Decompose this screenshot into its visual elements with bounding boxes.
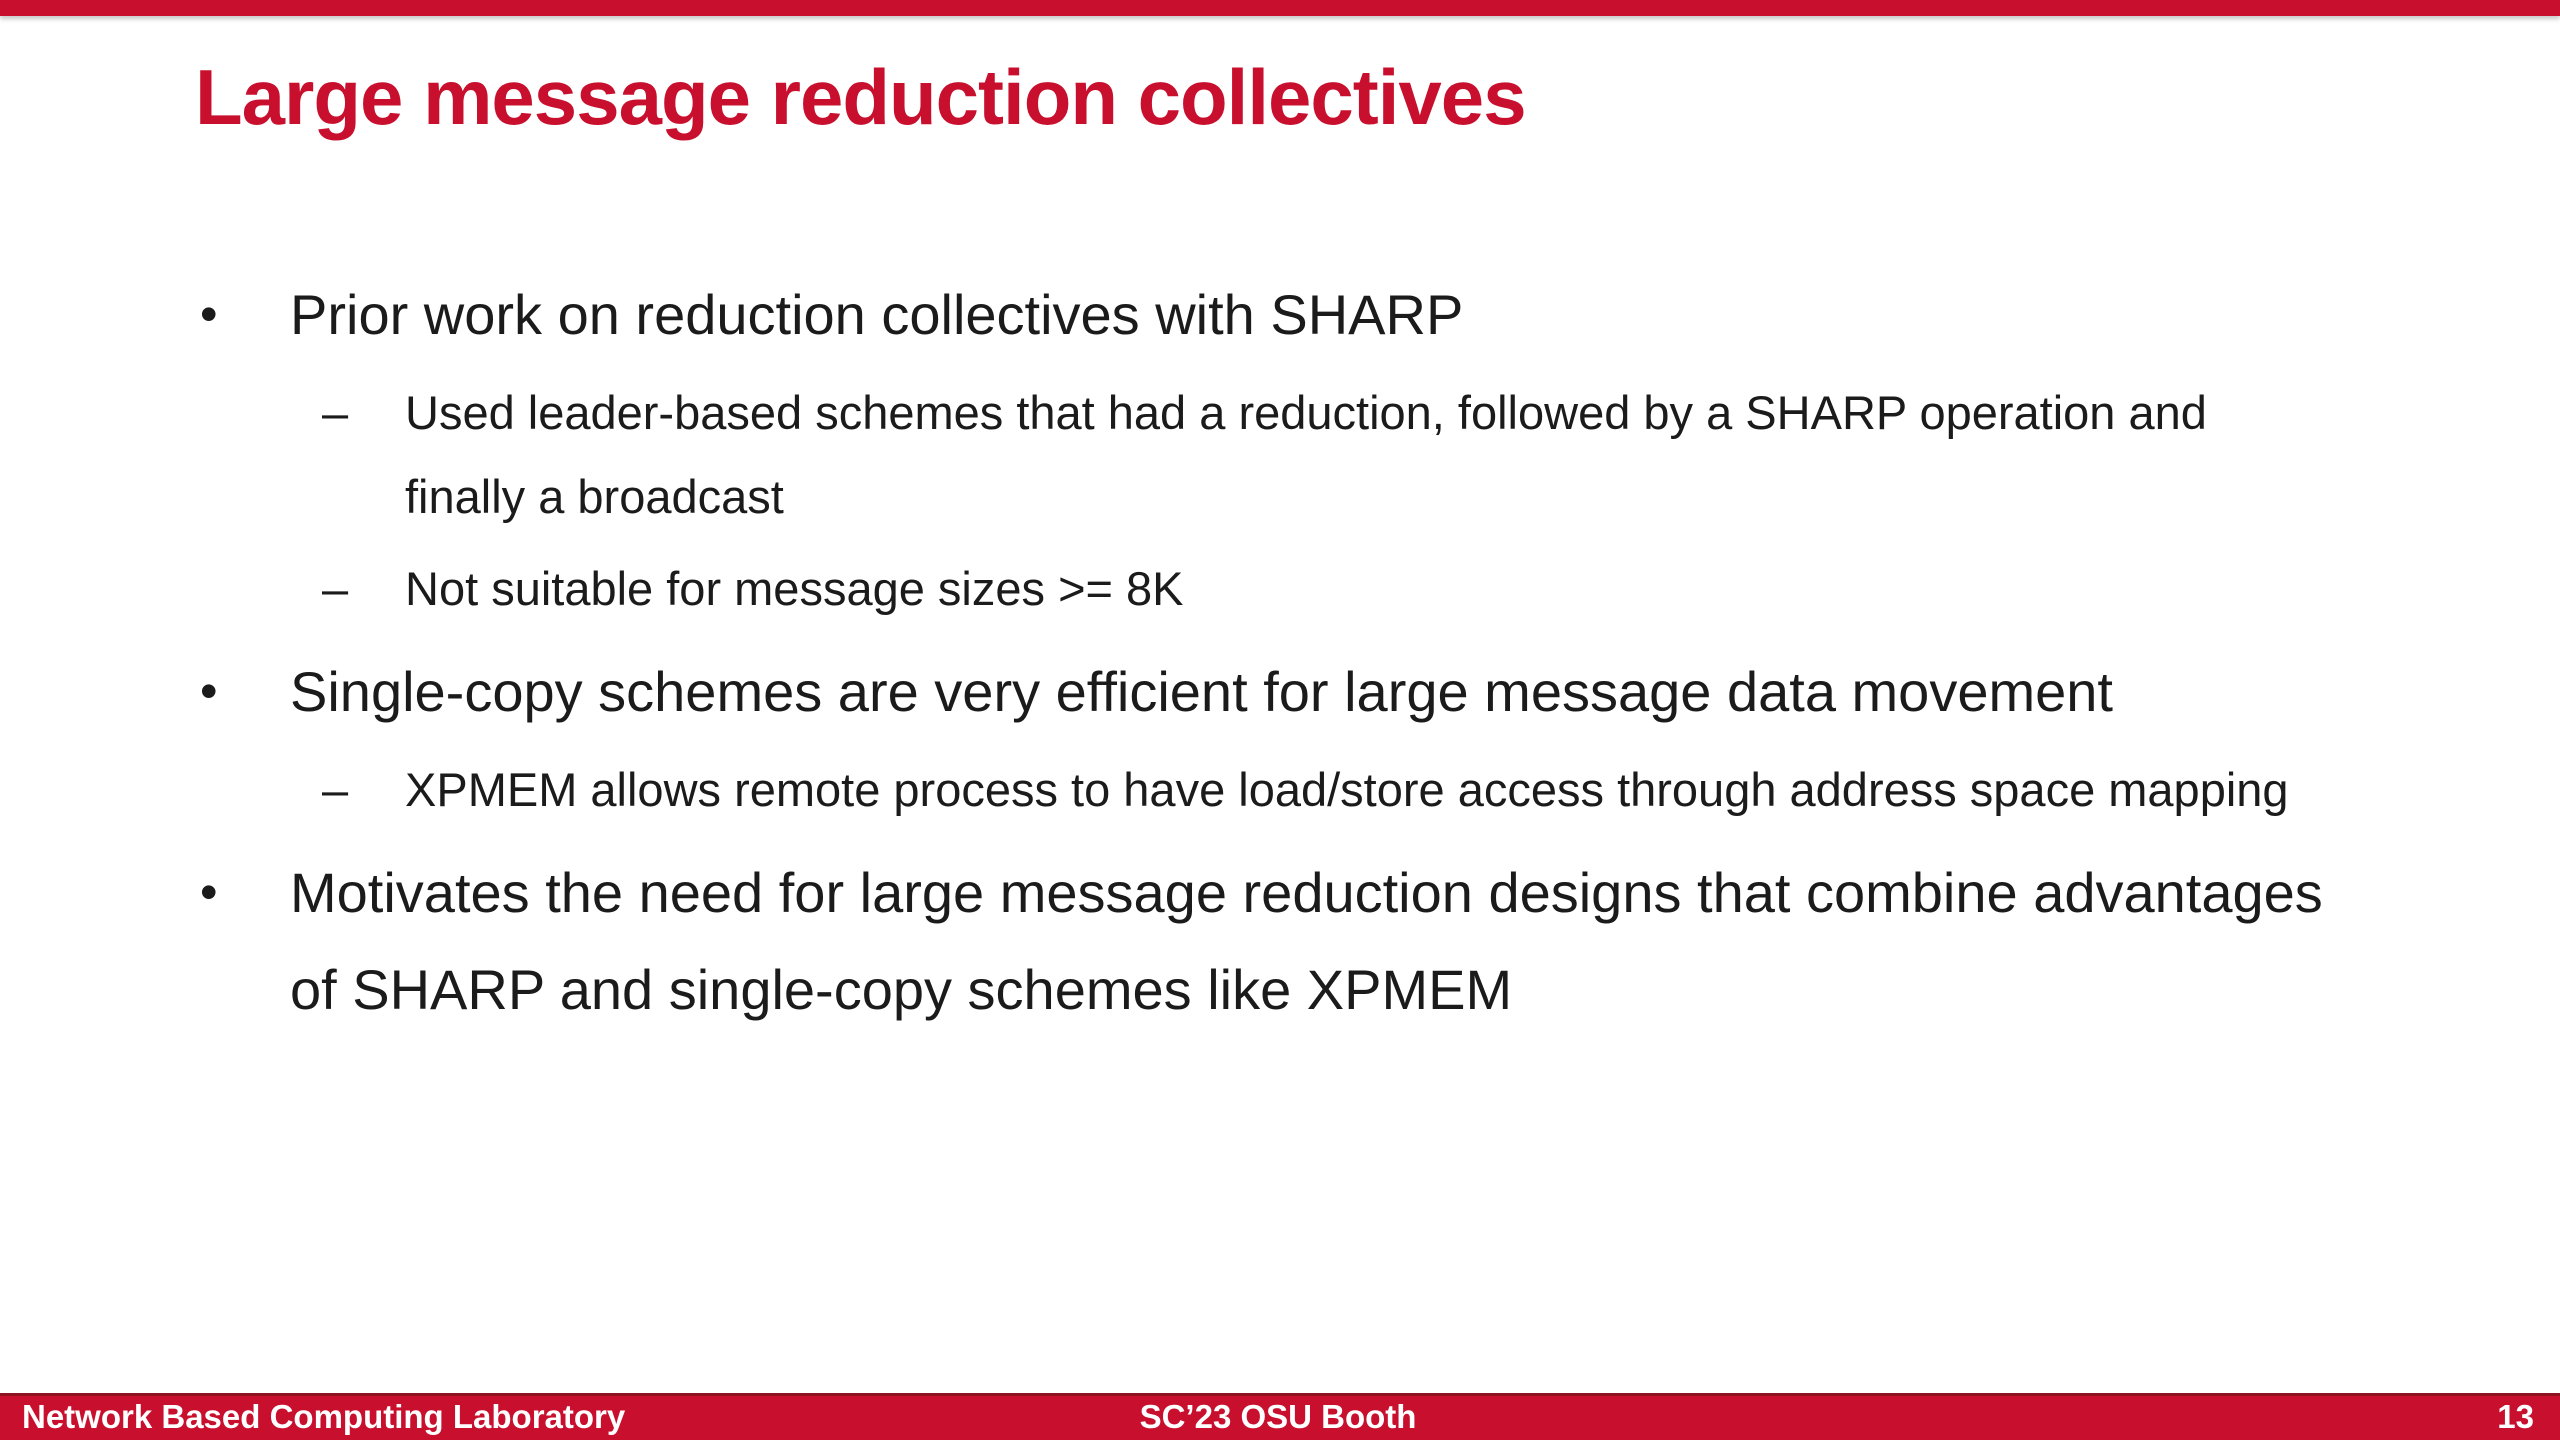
- sub-bullet-item: – Not suitable for message sizes >= 8K: [0, 547, 2560, 631]
- sub-bullet-text: Used leader-based schemes that had a red…: [405, 386, 2207, 523]
- footer-organization: Network Based Computing Laboratory: [22, 1398, 626, 1435]
- top-accent-bar: [0, 0, 2560, 16]
- bullet-marker: •: [200, 286, 218, 342]
- bullet-item: • Prior work on reduction collectives wi…: [0, 266, 2560, 363]
- bullet-item: • Single-copy schemes are very efficient…: [0, 643, 2560, 740]
- bullet-list: • Prior work on reduction collectives wi…: [0, 266, 2560, 1038]
- dash-marker: –: [322, 386, 349, 439]
- dash-marker: –: [322, 562, 349, 615]
- sub-bullet-item: – Used leader-based schemes that had a r…: [0, 371, 2560, 539]
- bullet-text: Single-copy schemes are very efficient f…: [290, 660, 2113, 723]
- bullet-item: • Motivates the need for large message r…: [0, 844, 2560, 1038]
- bullet-text: Motivates the need for large message red…: [290, 861, 2323, 1021]
- slide-title: Large message reduction collectives: [195, 53, 1527, 141]
- footer-bar: Network Based Computing Laboratory SC’23…: [0, 1393, 2560, 1440]
- sub-bullet-text: XPMEM allows remote process to have load…: [405, 763, 2289, 816]
- bullet-text: Prior work on reduction collectives with…: [290, 283, 1464, 346]
- footer-page-number: 13: [2497, 1398, 2535, 1435]
- bullet-marker: •: [200, 864, 218, 920]
- dash-marker: –: [322, 763, 349, 816]
- sub-bullet-item: – XPMEM allows remote process to have lo…: [0, 748, 2560, 832]
- sub-bullet-text: Not suitable for message sizes >= 8K: [405, 562, 1184, 615]
- bullet-marker: •: [200, 663, 218, 719]
- footer-event: SC’23 OSU Booth: [1139, 1398, 1417, 1435]
